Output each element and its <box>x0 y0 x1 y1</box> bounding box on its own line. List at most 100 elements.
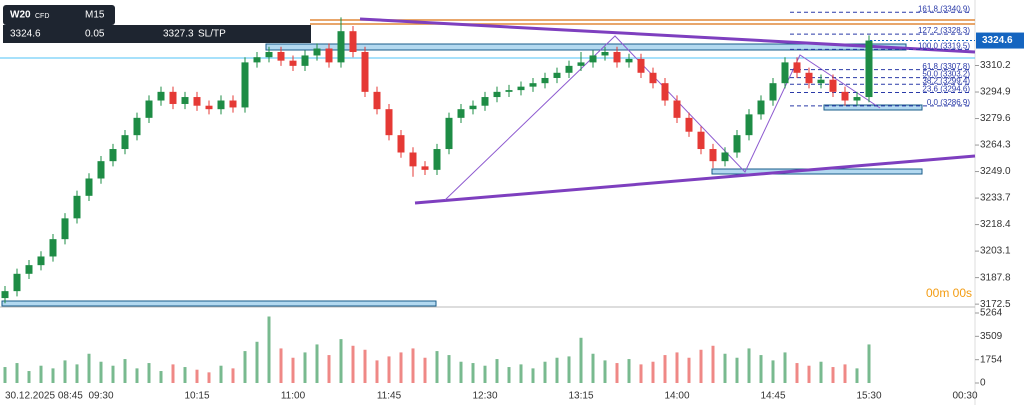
volume-bar <box>615 363 619 383</box>
candle-body <box>649 72 657 84</box>
fib-label: 50.0 (3303.2) <box>922 70 970 79</box>
zigzag <box>444 35 881 201</box>
volume-bar <box>723 353 727 383</box>
candle-body <box>613 51 621 63</box>
volume-bar <box>507 367 511 383</box>
x-tick-label: 30.12.2025 08:45 <box>5 391 83 402</box>
candle-body <box>829 79 837 92</box>
candle-body <box>709 149 717 162</box>
volume-bar <box>27 371 31 383</box>
volume-bar <box>555 357 559 383</box>
volume-bar <box>675 352 679 383</box>
current-price-tag <box>976 32 1024 49</box>
candle-body <box>661 83 669 101</box>
fib-label: 0.0 (3286.9) <box>927 98 970 107</box>
candle-body <box>25 265 33 274</box>
candle-body <box>313 48 321 56</box>
timeframe[interactable]: M15 <box>85 10 105 21</box>
candle-body <box>349 31 357 52</box>
candle-body <box>769 83 777 101</box>
x-tick-label: 11:00 <box>281 391 306 402</box>
candle-body <box>217 100 225 110</box>
volume-bar <box>447 355 451 383</box>
candle-body <box>325 48 333 63</box>
bid[interactable]: 3324.6 <box>10 29 41 40</box>
volume-bar <box>231 368 235 383</box>
volume-bar <box>663 355 667 383</box>
volume-bar <box>303 352 307 383</box>
volume-bar <box>771 360 775 383</box>
candle-body <box>757 100 765 115</box>
volume-tick-label: 0 <box>980 378 986 389</box>
ask[interactable]: 3327.3 <box>163 29 194 40</box>
y-tick-label: 3310.2 <box>980 60 1011 71</box>
volume-bar <box>651 361 655 383</box>
volume-bar <box>423 357 427 383</box>
candle-body <box>589 55 597 63</box>
spread[interactable]: 0.05 <box>85 29 105 40</box>
candle-body <box>625 58 633 63</box>
x-tick-label: 15:30 <box>856 391 881 402</box>
fib-label: 100.0 (3319.5) <box>918 41 970 50</box>
candle-body <box>133 117 141 136</box>
volume-bar <box>255 341 259 383</box>
volume-bar <box>711 345 715 383</box>
candle-body <box>49 239 57 257</box>
candle-body <box>61 218 69 240</box>
y-tick-label: 3172.5 <box>980 299 1011 310</box>
x-tick-label: 11:45 <box>377 391 402 402</box>
volume-bar <box>543 361 547 383</box>
candle-body <box>673 100 681 118</box>
zone <box>1 300 437 307</box>
volume-bar <box>63 360 67 383</box>
candle-body <box>517 86 525 91</box>
volume-bar <box>159 371 163 383</box>
candle-body <box>745 114 753 136</box>
volume-bar <box>819 361 823 383</box>
market: CFD <box>35 13 49 20</box>
candle-body <box>361 51 369 92</box>
volume-bar <box>591 353 595 383</box>
volume-bar <box>135 368 139 383</box>
sltp[interactable]: SL/TP <box>198 29 226 40</box>
volume-bar <box>783 352 787 383</box>
fib-label: 127.2 (3328.3) <box>918 26 970 35</box>
candle-body <box>565 65 573 73</box>
volume-bar <box>735 357 739 383</box>
volume-bar <box>195 369 199 383</box>
volume-bar <box>15 363 19 383</box>
volume-bar <box>435 351 439 383</box>
volume-bar <box>87 353 91 383</box>
volume-bar <box>831 367 835 383</box>
x-tick-label: 12:30 <box>472 391 497 402</box>
candle-body <box>529 83 537 87</box>
candle-body <box>265 51 273 58</box>
volume-bar <box>471 363 475 383</box>
y-tick-label: 3264.3 <box>980 140 1011 151</box>
symbol-box[interactable] <box>3 5 115 25</box>
volume-bar <box>279 348 283 383</box>
volume-bar <box>627 359 631 383</box>
y-tick-label: 3187.8 <box>980 272 1011 283</box>
candle-body <box>97 161 105 179</box>
candle-body <box>241 62 249 108</box>
x-tick-label: 13:15 <box>568 391 593 402</box>
volume-bar <box>699 349 703 383</box>
volume-bar <box>267 316 271 383</box>
candle-body <box>37 256 45 266</box>
candle-body <box>157 91 165 101</box>
volume-bar <box>219 365 223 383</box>
candle-body <box>421 166 429 170</box>
volume-bar <box>843 364 847 383</box>
current-price-label: 3324.6 <box>982 35 1013 46</box>
candle-body <box>253 57 261 63</box>
trend-line <box>414 154 976 205</box>
volume-bar <box>171 364 175 383</box>
x-tick-label: 00:30 <box>952 391 977 402</box>
volume-bar <box>807 365 811 383</box>
candle-body <box>289 60 297 66</box>
volume-bar <box>687 357 691 383</box>
x-tick-label: 14:45 <box>760 391 785 402</box>
